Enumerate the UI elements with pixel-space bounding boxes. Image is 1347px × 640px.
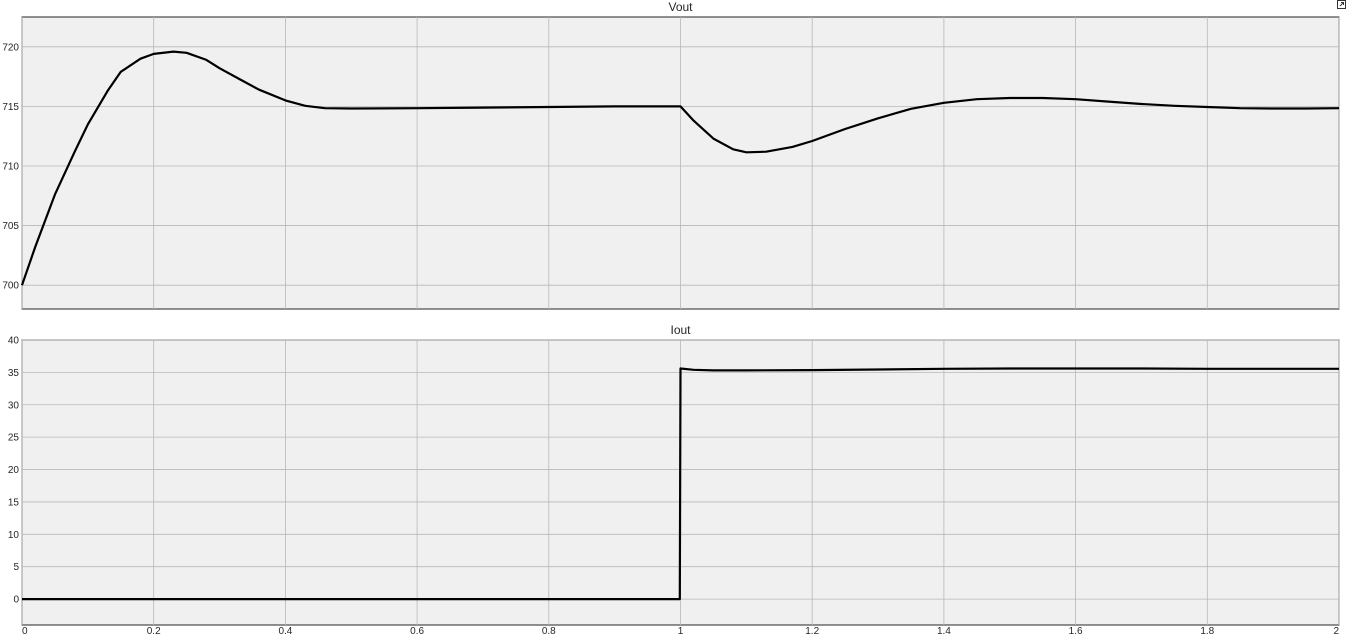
iout-axes: 0 5 10 15 20 25 30 35 40 0 0.2 0.4 0.6 0.8 1 1.2 1.4 1.6 1… xyxy=(8,323,1340,637)
x-tick-label: 0.4 xyxy=(278,626,292,637)
x-tick-label: 1.6 xyxy=(1069,626,1083,637)
y-tick-label: 15 xyxy=(8,497,20,508)
x-tick-label: 0.2 xyxy=(147,626,161,637)
y-tick-label: 720 xyxy=(2,42,19,53)
y-tick-label: 700 xyxy=(2,281,19,292)
y-tick-label: 40 xyxy=(8,336,20,347)
expand-icon[interactable] xyxy=(1337,0,1346,9)
vout-axes: 700 705 710 715 720 Vout xyxy=(2,0,1340,310)
chart-title: Vout xyxy=(668,0,693,14)
x-tick-label: 0 xyxy=(22,626,28,637)
y-tick-label: 30 xyxy=(8,400,20,411)
series-line xyxy=(22,367,1339,601)
y-tick-label: 710 xyxy=(2,161,19,172)
x-tick-label: 1.4 xyxy=(937,626,951,637)
y-tick-label: 10 xyxy=(8,530,20,541)
x-tick-label: 1.2 xyxy=(805,626,819,637)
y-tick-label: 25 xyxy=(8,433,20,444)
x-tick-label: 1 xyxy=(678,626,684,637)
y-tick-label: 5 xyxy=(13,562,19,573)
y-tick-label: 20 xyxy=(8,465,20,476)
x-tick-label: 1.8 xyxy=(1200,626,1214,637)
y-tick-label: 715 xyxy=(2,102,19,113)
chart-title: Iout xyxy=(670,323,691,337)
x-tick-label: 2 xyxy=(1333,626,1339,637)
y-tick-label: 705 xyxy=(2,221,19,232)
y-tick-label: 35 xyxy=(8,368,20,379)
series-line xyxy=(20,50,1340,286)
x-tick-label: 0.6 xyxy=(410,626,424,637)
x-tick-label: 0.8 xyxy=(542,626,556,637)
y-tick-label: 0 xyxy=(13,595,19,606)
